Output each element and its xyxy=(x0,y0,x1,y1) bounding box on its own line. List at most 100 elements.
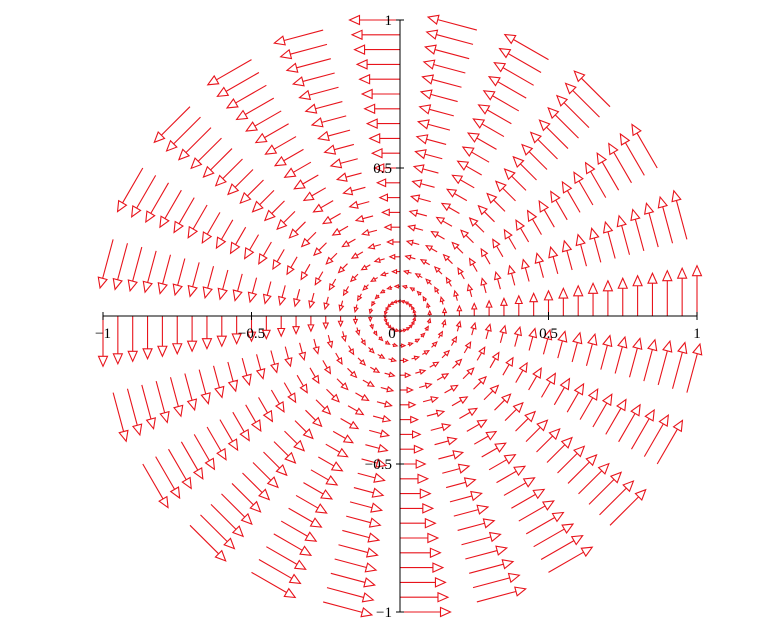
field-arrow xyxy=(305,409,323,428)
field-arrow xyxy=(193,434,216,471)
arrow-shaft xyxy=(302,72,335,82)
field-arrow xyxy=(425,244,438,253)
arrow-head xyxy=(410,305,416,311)
field-arrow xyxy=(157,254,172,295)
arrow-head xyxy=(602,220,614,234)
arrow-shaft xyxy=(566,190,581,213)
arrow-head xyxy=(388,253,396,260)
arrow-shaft xyxy=(299,342,303,354)
field-arrow xyxy=(360,264,371,271)
arrow-head xyxy=(214,174,227,187)
arrow-head xyxy=(658,414,670,428)
arrow-shaft xyxy=(462,372,470,380)
field-arrow xyxy=(353,304,359,314)
arrow-shaft xyxy=(169,377,179,407)
field-arrow xyxy=(304,101,343,114)
field-arrow xyxy=(368,133,400,144)
arrow-shaft xyxy=(433,63,466,74)
arrow-shaft xyxy=(374,277,378,280)
arrow-shaft xyxy=(303,482,324,495)
arrow-head xyxy=(492,238,501,249)
field-arrow xyxy=(430,423,452,432)
arrow-shaft xyxy=(242,472,263,493)
field-arrow xyxy=(486,192,506,212)
field-arrow xyxy=(254,123,289,144)
field-arrow xyxy=(270,350,279,374)
arrow-shaft xyxy=(662,206,674,244)
arrow-shaft xyxy=(528,336,534,351)
field-arrow xyxy=(214,158,243,187)
arrow-shaft xyxy=(237,273,243,292)
arrow-head xyxy=(430,396,439,404)
field-arrow xyxy=(255,354,266,380)
field-arrow xyxy=(558,286,569,316)
field-arrow xyxy=(643,338,658,382)
arrow-head xyxy=(384,400,393,408)
field-arrow xyxy=(414,273,423,279)
arrow-head xyxy=(365,547,379,558)
arrow-head xyxy=(300,237,311,248)
arrow-head xyxy=(446,436,458,446)
field-arrow xyxy=(437,330,444,339)
field-arrow xyxy=(400,372,412,379)
arrow-head xyxy=(240,512,253,526)
arrow-shaft xyxy=(356,201,370,206)
field-arrow xyxy=(295,494,328,514)
field-arrow xyxy=(420,332,426,338)
arrow-head xyxy=(350,252,359,259)
arrow-shaft xyxy=(540,540,575,561)
field-arrow xyxy=(386,285,393,290)
arrow-head xyxy=(383,310,388,316)
arrow-shaft xyxy=(264,123,289,139)
field-arrow xyxy=(232,411,250,442)
arrow-shaft xyxy=(515,418,529,432)
arrow-shaft xyxy=(578,180,594,206)
field-arrow xyxy=(400,473,430,485)
arrow-head xyxy=(477,104,491,115)
arrow-head xyxy=(468,217,479,227)
arrow-head xyxy=(358,73,371,85)
arrow-head xyxy=(543,289,554,301)
field-arrow xyxy=(511,488,546,509)
field-arrow xyxy=(296,374,308,394)
field-arrow xyxy=(350,29,400,41)
arrow-head xyxy=(173,404,184,418)
field-arrow xyxy=(472,572,521,589)
arrow-head xyxy=(273,155,287,167)
arrow-shaft xyxy=(656,428,678,465)
field-arrow xyxy=(400,503,435,514)
arrow-shaft xyxy=(338,225,349,233)
arrow-head xyxy=(367,532,381,543)
arrow-shaft xyxy=(476,352,483,361)
arrow-shaft xyxy=(538,261,544,278)
field-arrow xyxy=(340,418,360,430)
field-arrow xyxy=(370,276,378,282)
arrow-head xyxy=(311,374,320,385)
field-arrow xyxy=(459,407,479,420)
arrow-shaft xyxy=(225,71,260,92)
arrow-head xyxy=(392,342,399,348)
arrow-shaft xyxy=(280,520,308,537)
arrow-head xyxy=(384,340,391,345)
arrow-head xyxy=(323,144,337,155)
arrow-shaft xyxy=(192,204,208,230)
field-arrow xyxy=(400,343,407,348)
arrow-head xyxy=(389,301,395,306)
arrow-shaft xyxy=(489,358,496,369)
arrow-shaft xyxy=(431,78,462,88)
arrow-head xyxy=(360,393,370,402)
arrow-head xyxy=(201,231,213,245)
arrow-shaft xyxy=(621,225,631,255)
arrow-shaft xyxy=(436,234,445,240)
arrow-head xyxy=(373,472,386,483)
arrow-head xyxy=(279,48,293,60)
y-tick-label: 1 xyxy=(385,13,393,29)
field-arrow xyxy=(242,472,271,501)
arrow-head xyxy=(404,254,412,261)
field-arrow xyxy=(498,47,542,73)
field-arrow xyxy=(442,253,453,265)
arrow-shaft xyxy=(474,223,485,233)
field-arrow xyxy=(618,403,641,443)
arrow-head xyxy=(288,228,299,239)
